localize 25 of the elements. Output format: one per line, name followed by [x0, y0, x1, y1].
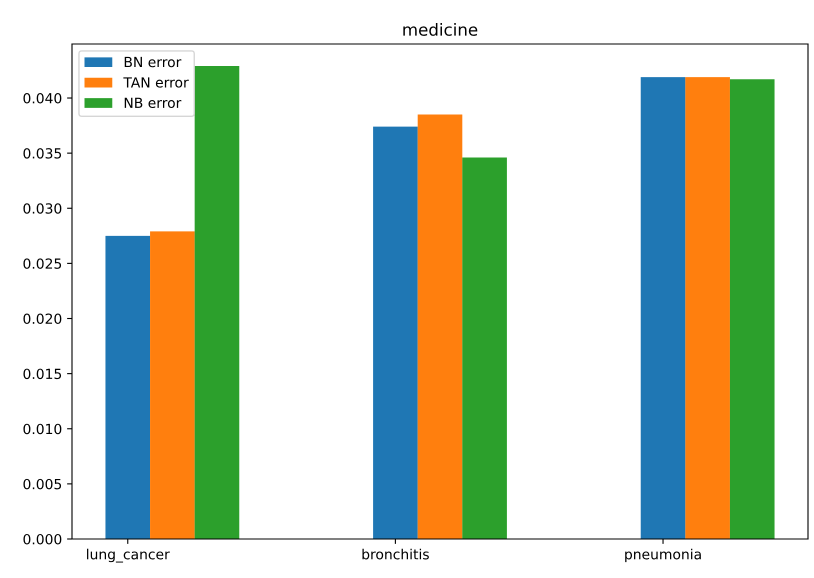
y-tick-label: 0.005 [23, 478, 62, 490]
bar [194, 66, 240, 539]
y-tick-label: 0.035 [23, 148, 62, 159]
x-tick-label: pneumonia [625, 548, 701, 562]
bar [418, 114, 462, 539]
y-tick-label: 0.010 [23, 424, 62, 434]
bar [373, 126, 418, 539]
x-tick-label: lung_cancer [87, 548, 170, 563]
bar [640, 77, 686, 539]
bar [105, 236, 150, 539]
y-tick-label: 0.025 [23, 258, 62, 269]
chart-title: medicine [403, 23, 478, 36]
legend-label: NB error [124, 98, 182, 108]
y-tick-label: 0.030 [23, 203, 62, 214]
y-tick-label: 0.015 [23, 368, 62, 380]
bar [685, 77, 730, 539]
legend-label: BN error [124, 56, 182, 68]
x-tick-label: bronchitis [362, 548, 429, 560]
legend-label: TAN error [123, 77, 189, 88]
y-tick-label: 0.040 [23, 92, 62, 104]
bar [150, 231, 195, 539]
bar [730, 79, 775, 539]
y-tick-label: 0.000 [23, 534, 62, 544]
bar [462, 158, 507, 539]
y-tick-label: 0.020 [23, 313, 62, 324]
